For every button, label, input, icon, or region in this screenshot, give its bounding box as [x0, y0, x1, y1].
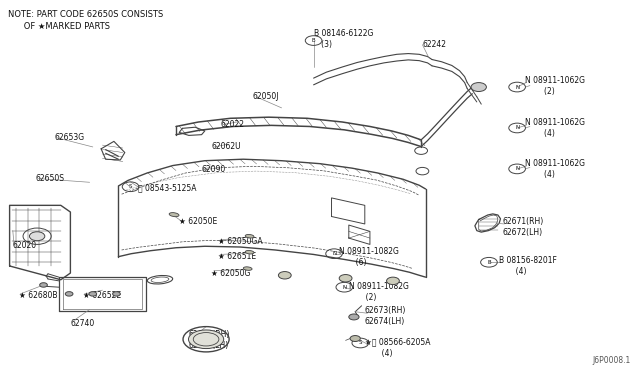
Text: 62650S: 62650S	[35, 174, 64, 183]
Circle shape	[387, 277, 399, 285]
Text: 62022: 62022	[221, 120, 244, 129]
Text: 62034(RH)
62035(LH): 62034(RH) 62035(LH)	[189, 330, 230, 350]
Text: N: N	[515, 166, 519, 171]
Text: S: S	[129, 184, 132, 189]
Text: 62740: 62740	[70, 319, 95, 328]
Text: ★ 62652E: ★ 62652E	[83, 291, 122, 300]
Circle shape	[350, 336, 360, 341]
Text: N 08911-1082G
       (6): N 08911-1082G (6)	[339, 247, 399, 267]
Ellipse shape	[243, 267, 252, 270]
Text: B: B	[312, 38, 316, 43]
Circle shape	[471, 83, 486, 92]
Circle shape	[349, 314, 359, 320]
Circle shape	[113, 292, 120, 296]
Circle shape	[278, 272, 291, 279]
Circle shape	[339, 275, 352, 282]
Text: B: B	[487, 260, 491, 265]
Text: 62062U: 62062U	[211, 142, 241, 151]
Text: J6P0008.1: J6P0008.1	[592, 356, 630, 365]
Text: ★Ⓢ 08566-6205A
       (4): ★Ⓢ 08566-6205A (4)	[365, 338, 430, 358]
Text: N 08911-1062G
        (2): N 08911-1062G (2)	[525, 76, 585, 96]
Text: NOTE: PART CODE 62650S CONSISTS
      OF ★MARKED PARTS: NOTE: PART CODE 62650S CONSISTS OF ★MARK…	[8, 10, 163, 31]
Text: N: N	[515, 125, 519, 131]
Text: ★ 62050E: ★ 62050E	[179, 217, 218, 226]
Text: ★ 62651E: ★ 62651E	[218, 252, 256, 261]
Text: 62090: 62090	[202, 165, 226, 174]
Text: 62671(RH)
62672(LH): 62671(RH) 62672(LH)	[502, 217, 543, 237]
Circle shape	[65, 292, 73, 296]
Text: 62242: 62242	[422, 40, 447, 49]
Text: 62020: 62020	[13, 241, 37, 250]
Text: ★ 62050G: ★ 62050G	[211, 269, 251, 278]
Ellipse shape	[245, 250, 254, 254]
Text: N 08911-1062G
        (4): N 08911-1062G (4)	[525, 118, 585, 138]
Text: N 08911-1062G
        (4): N 08911-1062G (4)	[525, 159, 585, 179]
Text: 62653G: 62653G	[54, 133, 84, 142]
Circle shape	[40, 283, 47, 287]
Text: N 08911-1082G
       (2): N 08911-1082G (2)	[349, 282, 409, 302]
Ellipse shape	[189, 330, 224, 349]
Ellipse shape	[169, 213, 179, 217]
Text: S: S	[358, 340, 362, 346]
Text: Ⓢ 08543-5125A: Ⓢ 08543-5125A	[138, 183, 196, 192]
Text: N: N	[342, 285, 346, 290]
Text: 62050J: 62050J	[253, 92, 279, 101]
Text: N: N	[332, 251, 336, 256]
Text: 62673(RH)
62674(LH): 62673(RH) 62674(LH)	[365, 306, 406, 326]
Ellipse shape	[245, 234, 254, 238]
Circle shape	[29, 232, 45, 241]
Text: ★ 62680B: ★ 62680B	[19, 291, 58, 300]
Text: ★ 62050GA: ★ 62050GA	[218, 237, 262, 246]
Circle shape	[89, 292, 97, 296]
Text: N: N	[515, 84, 519, 90]
Text: B 08156-8201F
       (4): B 08156-8201F (4)	[499, 256, 557, 276]
Text: B 08146-6122G
   (3): B 08146-6122G (3)	[314, 29, 373, 49]
